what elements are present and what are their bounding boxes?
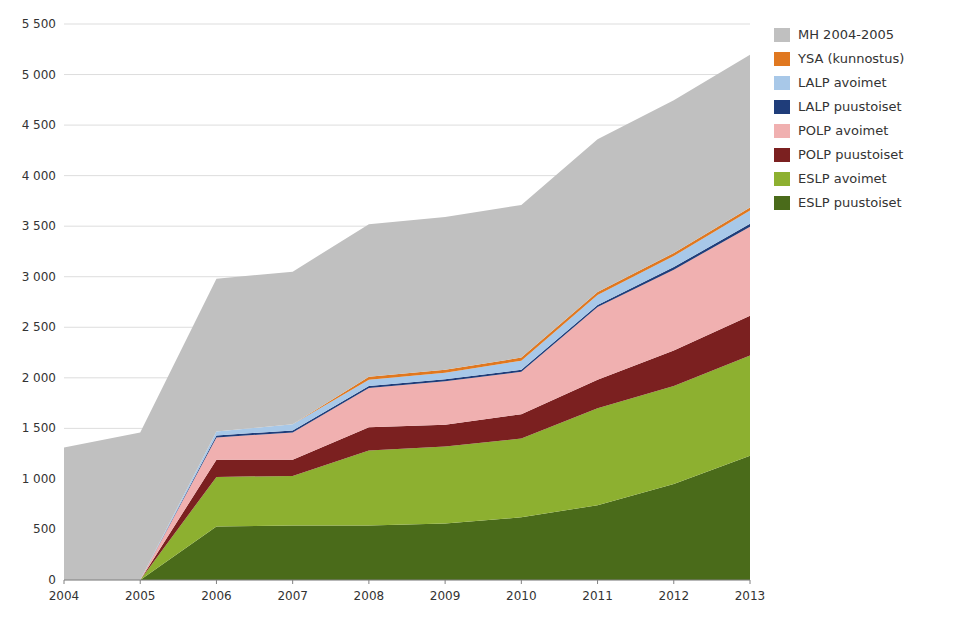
legend-swatch [774, 28, 790, 42]
legend-label: ESLP puustoiset [798, 195, 902, 210]
legend-label: MH 2004-2005 [798, 27, 894, 42]
y-tick-label: 3 000 [22, 270, 56, 284]
grid-line [64, 74, 750, 75]
legend: MH 2004-2005 YSA (kunnostus) LALP avoimet L… [774, 27, 904, 210]
x-tick-label: 2009 [430, 589, 461, 603]
y-tick-label: 500 [33, 522, 56, 536]
y-tick-label: 3 500 [22, 219, 56, 233]
x-tick [216, 580, 217, 584]
x-tick [521, 580, 522, 584]
y-tick-label: 4 500 [22, 118, 56, 132]
y-tick-label: 0 [48, 573, 56, 587]
grid-line [64, 24, 750, 25]
x-tick [445, 580, 446, 584]
legend-label: POLP puustoiset [798, 147, 903, 162]
legend-swatch [774, 76, 790, 90]
chart: 0 500 1 000 1 500 2 000 2 500 3 000 3 500 4 000 4… [0, 0, 960, 626]
x-tick [140, 580, 141, 584]
y-tick-label: 1 000 [22, 472, 56, 486]
legend-label: YSA (kunnostus) [797, 51, 904, 66]
legend-label: LALP avoimet [798, 75, 887, 90]
legend-swatch [774, 172, 790, 186]
legend-swatch [774, 196, 790, 210]
y-grid [64, 24, 750, 580]
legend-label: LALP puustoiset [798, 99, 902, 114]
areas [64, 55, 750, 580]
x-tick [750, 580, 751, 584]
legend-swatch [774, 148, 790, 162]
x-tick-label: 2011 [582, 589, 613, 603]
x-tick [368, 580, 369, 584]
x-tick-label: 2010 [506, 589, 537, 603]
x-tick-label: 2004 [49, 589, 80, 603]
x-tick-label: 2013 [735, 589, 766, 603]
legend-swatch [774, 100, 790, 114]
y-tick-label: 1 500 [22, 421, 56, 435]
area-segment [64, 55, 750, 580]
x-axis-line [64, 580, 750, 581]
y-tick-label: 2 500 [22, 320, 56, 334]
x-tick [597, 580, 598, 584]
x-tick-label: 2012 [659, 589, 690, 603]
x-tick [64, 580, 65, 584]
y-tick-label: 2 000 [22, 371, 56, 385]
y-tick-label: 4 000 [22, 169, 56, 183]
legend-swatch [774, 124, 790, 138]
x-tick-label: 2007 [277, 589, 308, 603]
legend-swatch [774, 52, 790, 66]
y-tick-label: 5 000 [22, 68, 56, 82]
legend-label: ESLP avoimet [798, 171, 887, 186]
x-tick [673, 580, 674, 584]
grid-line [64, 580, 750, 581]
y-tick-label: 5 500 [22, 17, 56, 31]
x-tick-label: 2006 [201, 589, 232, 603]
x-tick-label: 2008 [354, 589, 385, 603]
x-tick-label: 2005 [125, 589, 156, 603]
x-tick [292, 580, 293, 584]
legend-label: POLP avoimet [798, 123, 888, 138]
